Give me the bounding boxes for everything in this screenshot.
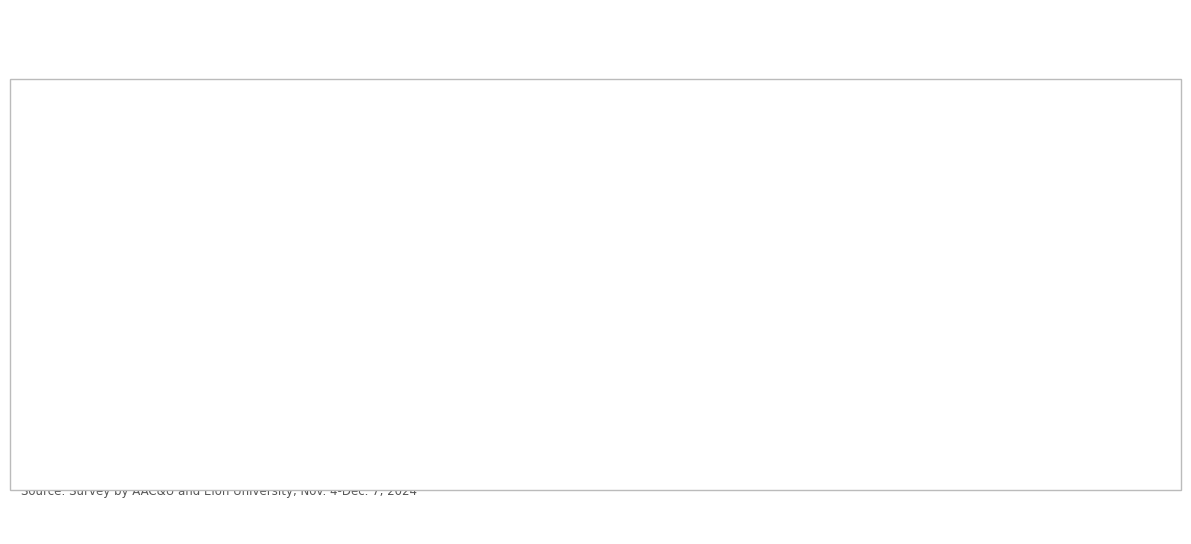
Text: 32%: 32% xyxy=(686,248,716,261)
Bar xyxy=(437,162,1017,176)
Text: Preparing students for the future: Preparing students for the future xyxy=(218,356,437,369)
Bar xyxy=(437,298,718,312)
Bar xyxy=(437,247,727,261)
Bar xyxy=(437,146,691,160)
Text: Helping non-faculty staff using GenAI tools to
perform their work: Helping non-faculty staff using GenAI to… xyxy=(135,196,437,226)
Text: 62%: 62% xyxy=(958,263,987,276)
Text: 43%: 43% xyxy=(786,349,816,361)
Bar xyxy=(437,364,944,378)
Bar xyxy=(437,415,917,429)
Bar xyxy=(437,348,827,362)
Bar xyxy=(437,313,998,327)
Bar xyxy=(437,196,736,211)
Text: 56%: 56% xyxy=(904,364,934,378)
Text: Preparing faculty for effective teaching and mentoring
of students: Preparing faculty for effective teaching… xyxy=(73,399,437,429)
Text: Being more effective in institutional operations such
as student recruitment, fi: Being more effective in institutional op… xyxy=(74,137,437,184)
Text: 28%: 28% xyxy=(650,146,680,159)
Bar xyxy=(437,212,1008,226)
Text: 43%: 43% xyxy=(786,399,816,412)
Text: Using the tools in scholarship: Using the tools in scholarship xyxy=(241,256,437,268)
Legend: Very/somewhat prepared, Not very/not at all prepared: Very/somewhat prepared, Not very/not at … xyxy=(735,91,1155,115)
Text: 64%: 64% xyxy=(975,163,1006,176)
Text: 31%: 31% xyxy=(678,298,707,311)
Text: Leveraging new support or services AI has enabled: Leveraging new support or services AI ha… xyxy=(96,306,437,319)
Text: 33%: 33% xyxy=(696,197,725,210)
Text: 63%: 63% xyxy=(967,213,997,226)
Text: *Those who did not answer are not shown
*Numbers may not add up to 100% due to r: *Those who did not answer are not shown … xyxy=(21,449,417,498)
Bar xyxy=(437,263,998,277)
Text: 62%: 62% xyxy=(958,314,987,327)
Text: How prepared do you feel your institution is to use Generative AI tools effectiv: How prepared do you feel your institutio… xyxy=(18,28,1025,46)
Bar xyxy=(437,398,827,412)
Text: 53%: 53% xyxy=(877,415,906,428)
